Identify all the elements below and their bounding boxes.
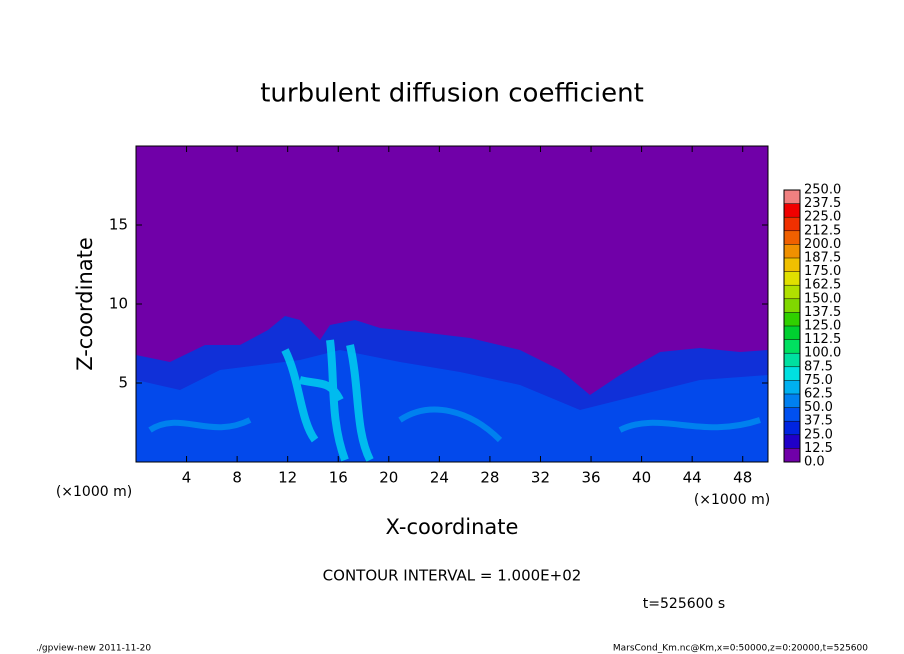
colorbar-label: 37.5 [804,414,833,429]
field [136,316,768,462]
x-unit: (×1000 m) [694,492,770,508]
field-streak [148,406,761,443]
x-tick-label: 20 [379,469,398,487]
colorbar-band [784,285,800,299]
colorbar-band [784,312,800,326]
colorbar-label: 0.0 [804,455,825,470]
colorbar-label: 62.5 [804,387,833,402]
colorbar-label: 137.5 [804,305,841,320]
colorbar-label: 100.0 [804,346,841,361]
colorbar-label: 87.5 [804,359,833,374]
x-tick-label: 12 [278,469,297,487]
x-tick-label: 16 [329,469,348,487]
x-tick-label: 40 [632,469,651,487]
x-tick-label: 4 [182,469,192,487]
y-tick-label: 15 [109,216,128,234]
colorbar-label: 237.5 [804,196,841,211]
x-tick-label: 8 [232,469,242,487]
x-unit: (×1000 m) [56,484,132,500]
x-tick-label: 24 [430,469,449,487]
field-streak [281,339,374,462]
x-tick-label: 32 [531,469,550,487]
colorbar-band [784,407,800,422]
colorbar-band [784,217,800,231]
colorbar-band [784,339,800,354]
colorbar-band [784,190,800,204]
colorbar-label: 150.0 [804,291,841,306]
chart-title: turbulent diffusion coefficient [260,79,644,109]
x-tick-label: 44 [683,469,702,487]
colorbar-label: 50.0 [804,400,833,415]
x-tick-label: 36 [581,469,600,487]
colorbar-label: 25.0 [804,427,833,442]
colorbar-band [784,448,800,462]
colorbar-band [784,353,800,367]
colorbar-label: 212.5 [804,223,841,238]
time-label: t=525600 s [643,596,725,612]
colorbar-band [784,230,800,245]
colorbar-band [784,421,800,435]
colorbar-band [784,394,800,408]
x-axis-label: X-coordinate [386,515,519,539]
x-tick-label: 48 [733,469,752,487]
colorbar-label: 12.5 [804,441,833,456]
colorbar-band [784,380,800,394]
colorbar-label: 75.0 [804,373,833,388]
colorbar-band [784,434,800,449]
y-tick-label: 10 [109,295,128,313]
colorbar-band [784,258,800,272]
colorbar-band [784,244,800,258]
colorbar-band [784,326,800,340]
colorbar-band [784,298,800,313]
contour-interval: CONTOUR INTERVAL = 1.000E+02 [323,567,582,585]
footer-left: ./gpview-new 2011-11-20 [36,644,151,654]
x-tick-label: 28 [480,469,499,487]
colorbar-label: 187.5 [804,251,841,266]
colorbar-label: 175.0 [804,264,841,279]
footer-right: MarsCond_Km.nc@Km,x=0:50000,z=0:20000,t=… [613,644,868,654]
y-tick-label: 5 [118,374,128,392]
y-axis-label: Z-coordinate [73,237,97,371]
colorbar-band [784,366,800,381]
colorbar-label: 162.5 [804,278,841,293]
colorbar-band [784,271,800,286]
colorbar-label: 112.5 [804,332,841,347]
colorbar-label: 125.0 [804,319,841,334]
colorbar-label: 200.0 [804,237,841,252]
colorbar-label: 225.0 [804,210,841,225]
colorbar-label: 250.0 [804,183,841,198]
colorbar-band [784,203,800,218]
